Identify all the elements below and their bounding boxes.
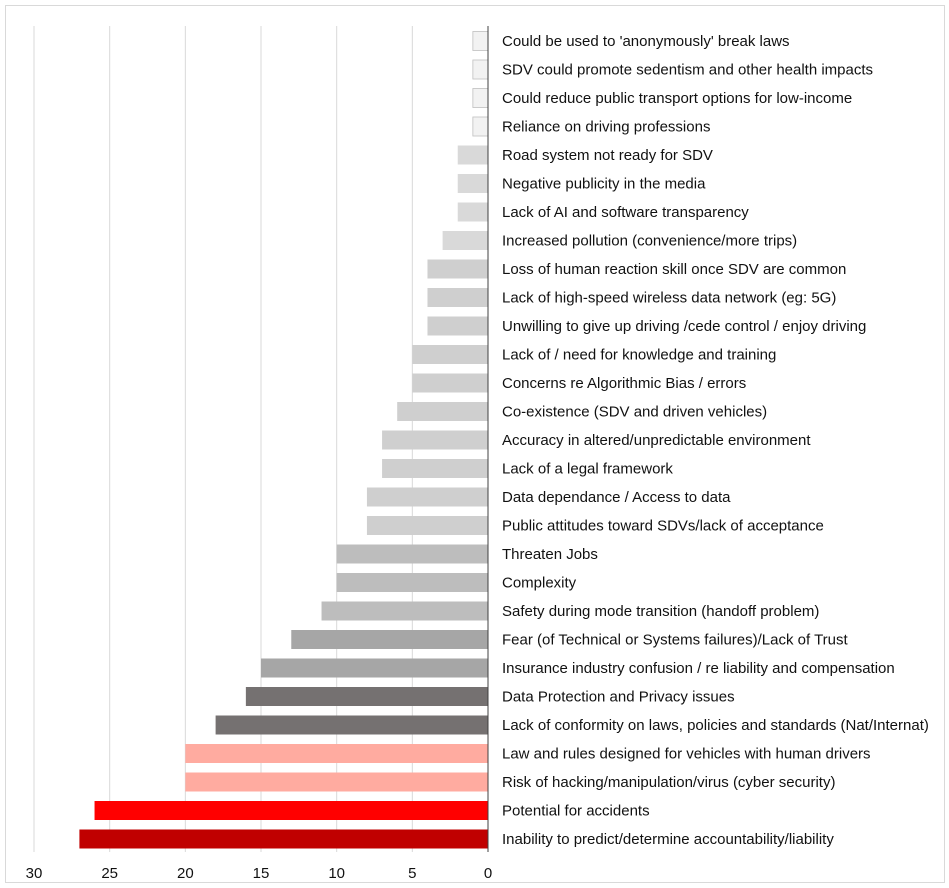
category-label: Lack of conformity on laws, policies and… bbox=[502, 717, 929, 734]
category-label: Lack of / need for knowledge and trainin… bbox=[502, 347, 776, 364]
category-label: Reliance on driving professions bbox=[502, 119, 710, 136]
x-tick-label: 15 bbox=[253, 865, 270, 882]
bar bbox=[427, 288, 488, 307]
category-label: Could be used to 'anonymously' break law… bbox=[502, 33, 790, 50]
category-label: Negative publicity in the media bbox=[502, 176, 706, 193]
bar bbox=[185, 773, 488, 792]
category-label: Law and rules designed for vehicles with… bbox=[502, 746, 871, 763]
bar bbox=[427, 317, 488, 336]
x-tick-label: 10 bbox=[328, 865, 345, 882]
bar bbox=[291, 630, 488, 649]
bars bbox=[79, 32, 488, 849]
category-label: Road system not ready for SDV bbox=[502, 147, 713, 164]
category-label: Data Protection and Privacy issues bbox=[502, 689, 735, 706]
category-label: Lack of AI and software transparency bbox=[502, 204, 749, 221]
category-label: Lack of high-speed wireless data network… bbox=[502, 290, 836, 307]
category-label: Safety during mode transition (handoff p… bbox=[502, 603, 819, 620]
category-label: Inability to predict/determine accountab… bbox=[502, 831, 834, 848]
category-label: Loss of human reaction skill once SDV ar… bbox=[502, 261, 846, 278]
category-label: Threaten Jobs bbox=[502, 546, 598, 563]
bar bbox=[473, 60, 488, 79]
bar bbox=[382, 431, 488, 450]
bar bbox=[382, 459, 488, 478]
bar bbox=[337, 573, 488, 592]
bar bbox=[473, 32, 488, 51]
category-label: Unwilling to give up driving /cede contr… bbox=[502, 318, 866, 335]
bar bbox=[427, 260, 488, 279]
category-label: Co-existence (SDV and driven vehicles) bbox=[502, 404, 767, 421]
category-label: SDV could promote sedentism and other he… bbox=[502, 62, 873, 79]
x-tick-label: 25 bbox=[101, 865, 118, 882]
bar bbox=[79, 830, 488, 849]
bar bbox=[458, 203, 488, 222]
bar bbox=[412, 374, 488, 393]
x-tick-label: 0 bbox=[484, 865, 492, 882]
bar bbox=[337, 545, 488, 564]
category-label: Fear (of Technical or Systems failures)/… bbox=[502, 632, 849, 649]
bar bbox=[458, 146, 488, 165]
bar bbox=[473, 117, 488, 136]
x-tick-label: 30 bbox=[26, 865, 43, 882]
category-label: Increased pollution (convenience/more tr… bbox=[502, 233, 797, 250]
x-tick-labels: 30 25 20 15 10 5 0 bbox=[26, 865, 493, 882]
bar bbox=[367, 516, 488, 535]
category-label: Potential for accidents bbox=[502, 803, 650, 820]
bar bbox=[261, 659, 488, 678]
bar bbox=[397, 402, 488, 421]
bar bbox=[443, 231, 488, 250]
bar bbox=[185, 744, 488, 763]
bar bbox=[216, 716, 488, 735]
category-label: Data dependance / Access to data bbox=[502, 489, 731, 506]
bar bbox=[246, 687, 488, 706]
x-tick-label: 20 bbox=[177, 865, 194, 882]
category-label: Risk of hacking/manipulation/virus (cybe… bbox=[502, 774, 835, 791]
bar bbox=[473, 89, 488, 108]
category-label: Lack of a legal framework bbox=[502, 461, 673, 478]
bar bbox=[458, 174, 488, 193]
category-label: Concerns re Algorithmic Bias / errors bbox=[502, 375, 746, 392]
category-label: Accuracy in altered/unpredictable enviro… bbox=[502, 432, 811, 449]
bar bbox=[367, 488, 488, 507]
category-label: Could reduce public transport options fo… bbox=[502, 90, 852, 107]
bar bbox=[412, 345, 488, 364]
category-label: Insurance industry confusion / re liabil… bbox=[502, 660, 895, 677]
category-label: Complexity bbox=[502, 575, 577, 592]
bar bbox=[322, 602, 488, 621]
category-label: Public attitudes toward SDVs/lack of acc… bbox=[502, 518, 824, 535]
bar bbox=[95, 801, 488, 820]
category-labels: Could be used to 'anonymously' break law… bbox=[502, 33, 929, 848]
x-tick-label: 5 bbox=[408, 865, 416, 882]
